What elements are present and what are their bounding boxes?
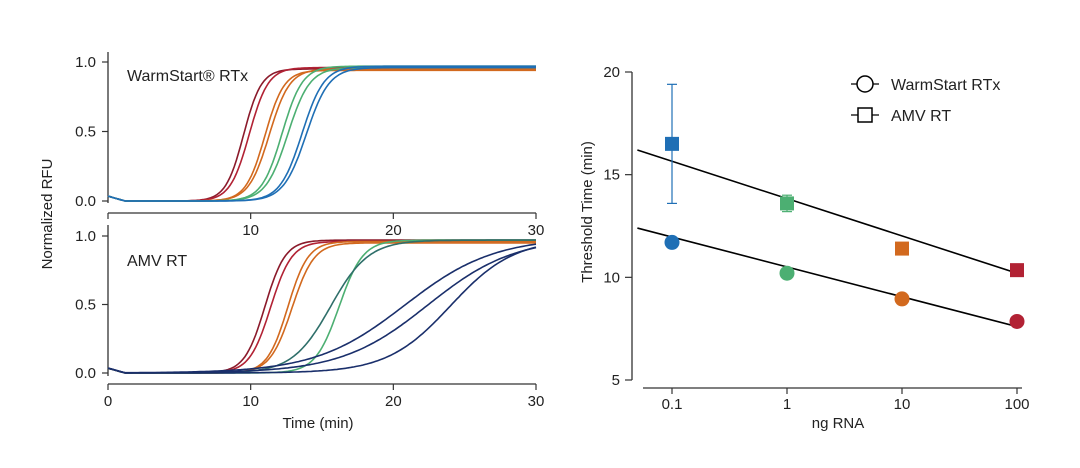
- legend-circle-marker: [856, 75, 874, 93]
- y-tick-label: 20: [603, 64, 620, 81]
- y-tick-label: 15: [603, 167, 620, 184]
- amv-point: [665, 136, 679, 151]
- amplification-y-label: Normalized RFU: [39, 159, 56, 270]
- x-tick-label: 0: [104, 393, 112, 410]
- x-tick-label: 100: [1004, 396, 1029, 413]
- y-tick-label: 0.0: [75, 193, 96, 210]
- panel-c-y-label: Threshold Time (min): [579, 141, 596, 283]
- curve-7: [107, 65, 536, 202]
- y-tick-label: 0.5: [75, 124, 96, 141]
- panel-a-x-ticks: 10 20 30: [107, 213, 545, 239]
- amv-point: [895, 241, 909, 256]
- x-tick-label: 30: [528, 393, 545, 410]
- x-tick-label: 30: [528, 222, 545, 239]
- threshold-time-panel: 5 10 15 20 0.1 1 10 100 ng RNA Threshold Time …: [579, 64, 1030, 432]
- y-tick-label: 1.0: [75, 54, 96, 71]
- y-tick-label: 0.0: [75, 365, 96, 382]
- x-tick-label: 1: [783, 396, 791, 413]
- panel-c-y-ticks: 5 10 15 20: [603, 64, 632, 389]
- curve-3: [107, 69, 536, 202]
- curve-6: [107, 66, 536, 202]
- panel-a-title: WarmStart® RTx: [127, 68, 248, 85]
- legend: WarmStart RTx AMV RT: [851, 75, 1000, 125]
- regression-lines: [637, 149, 1018, 328]
- y-tick-label: 1.0: [75, 228, 96, 245]
- amv-fit-line: [637, 149, 1018, 274]
- amv-point: [780, 196, 794, 211]
- amv-curves: [107, 239, 537, 374]
- warmstart-curves: [107, 65, 536, 202]
- x-tick-label: 20: [385, 393, 402, 410]
- y-tick-label: 5: [612, 372, 620, 389]
- x-tick-label: 10: [242, 222, 259, 239]
- curve-8: [107, 66, 536, 202]
- x-tick-label: 10: [894, 396, 911, 413]
- x-tick-label: 0.1: [662, 396, 683, 413]
- curve-1: [107, 68, 536, 202]
- warmstart-point: [664, 234, 680, 250]
- amv-amplification-panel: 0.0 0.5 1.0 0 10 20 30 AMV RT Time (min): [75, 225, 544, 432]
- legend-amv-label: AMV RT: [891, 108, 951, 125]
- warmstart-point: [894, 291, 910, 307]
- warmstart-point: [779, 265, 795, 281]
- warmstart-point: [1009, 313, 1025, 329]
- legend-warmstart-label: WarmStart RTx: [891, 77, 1000, 94]
- y-tick-label: 10: [603, 269, 620, 286]
- panel-b-title: AMV RT: [127, 253, 187, 270]
- panel-b-x-ticks: 0 10 20 30: [104, 384, 545, 410]
- y-tick-label: 0.5: [75, 297, 96, 314]
- panel-c-x-label: ng RNA: [812, 415, 865, 432]
- panel-a-y-ticks: 0.0 0.5 1.0: [75, 54, 108, 210]
- curve-2: [107, 66, 536, 202]
- amv-point: [1010, 263, 1024, 278]
- x-tick-label: 20: [385, 222, 402, 239]
- warmstart-fit-line: [637, 227, 1018, 328]
- threshold-points: [664, 83, 1025, 329]
- panel-c-x-ticks: 0.1 1 10 100: [662, 388, 1030, 413]
- warmstart-amplification-panel: 0.0 0.5 1.0 10 20 30 WarmStart® RTx: [75, 52, 544, 239]
- legend-square-marker: [857, 107, 873, 123]
- curve-4: [107, 68, 536, 202]
- x-tick-label: 10: [242, 393, 259, 410]
- panel-b-x-label: Time (min): [282, 415, 353, 432]
- panel-b-y-ticks: 0.0 0.5 1.0: [75, 228, 108, 382]
- curve-9: [107, 246, 537, 374]
